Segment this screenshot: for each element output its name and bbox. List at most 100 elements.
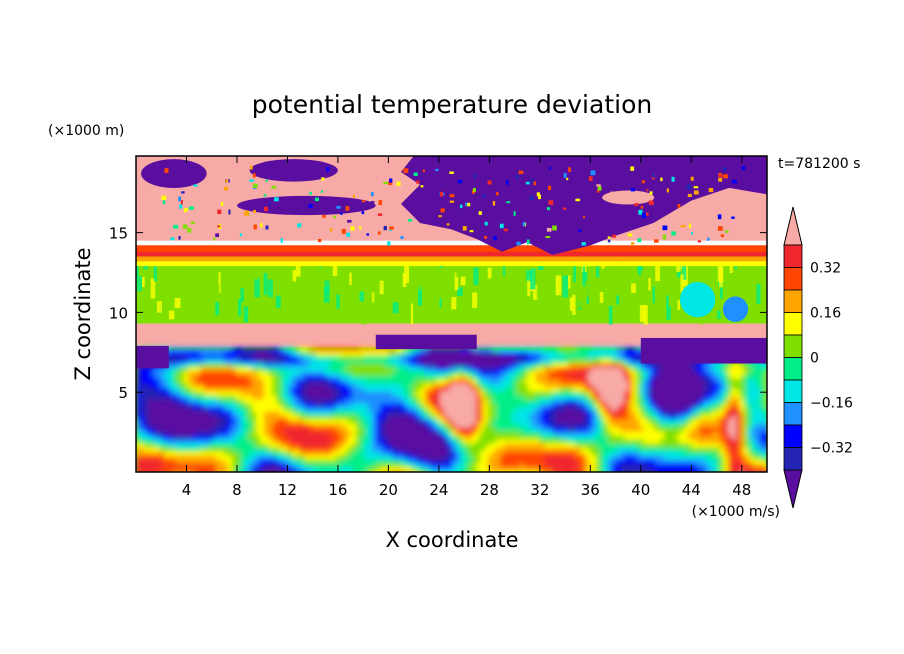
field-cell: [232, 375, 237, 381]
field-cell: [332, 355, 337, 361]
field-cell: [456, 367, 461, 373]
field-cell: [248, 411, 253, 417]
field-cell: [748, 391, 753, 397]
field-cell: [604, 395, 609, 401]
field-cell: [244, 387, 249, 393]
field-cell: [684, 463, 689, 469]
field-cell: [416, 463, 421, 469]
field-cell: [608, 455, 613, 461]
field-cell: [512, 467, 517, 472]
field-cell: [260, 371, 265, 377]
field-cell: [268, 359, 273, 365]
field-cell: [460, 423, 465, 429]
field-cell: [204, 351, 209, 357]
field-cell: [756, 367, 761, 373]
field-cell: [552, 379, 557, 385]
field-cell: [352, 419, 357, 425]
field-cell: [716, 423, 721, 429]
field-cell: [396, 351, 401, 357]
field-cell: [556, 463, 561, 469]
field-cell: [552, 407, 557, 413]
field-cell: [288, 387, 293, 393]
field-cell: [500, 355, 505, 361]
field-cell: [288, 415, 293, 421]
field-cell: [592, 359, 597, 365]
field-cell: [628, 423, 633, 429]
field-cell: [460, 431, 465, 437]
field-cell: [568, 367, 573, 373]
field-cell: [480, 383, 485, 389]
field-cell: [184, 403, 189, 409]
field-cell: [472, 391, 477, 397]
field-cell: [332, 383, 337, 389]
field-cell: [556, 427, 561, 433]
field-cell: [420, 439, 425, 445]
field-cell: [364, 407, 369, 413]
field-cell: [376, 399, 381, 405]
field-cell: [392, 347, 397, 353]
field-cell: [352, 359, 357, 365]
field-cell: [392, 395, 397, 401]
field-cell: [356, 383, 361, 389]
field-cell: [376, 467, 381, 472]
field-cell: [204, 455, 209, 461]
field-cell: [316, 463, 321, 469]
field-cell: [220, 371, 225, 377]
field-cell: [400, 431, 405, 437]
field-cell: [764, 423, 767, 429]
field-cell: [636, 419, 641, 425]
field-cell: [472, 375, 477, 381]
field-cell: [472, 363, 477, 369]
field-cell: [748, 419, 753, 425]
field-cell: [388, 435, 393, 441]
field-cell: [252, 455, 257, 461]
field-cell: [300, 351, 305, 357]
field-cell: [564, 419, 569, 425]
field-cell: [288, 347, 293, 353]
field-cell: [260, 395, 265, 401]
field-cell: [248, 439, 253, 445]
field-cell: [744, 379, 749, 385]
field-cell: [504, 451, 509, 457]
field-cell: [532, 371, 537, 377]
field-cell: [764, 363, 767, 369]
field-cell: [332, 411, 337, 417]
field-cell: [336, 419, 341, 425]
field-cell: [292, 383, 297, 389]
field-cell: [316, 427, 321, 433]
field-cell: [540, 347, 545, 353]
field-cell: [228, 463, 233, 469]
field-cell: [220, 367, 225, 373]
field-cell: [276, 367, 281, 373]
field-cell: [404, 399, 409, 405]
field-cell: [416, 459, 421, 465]
field-cell: [560, 379, 565, 385]
field-cell: [260, 399, 265, 405]
field-cell: [144, 467, 149, 472]
field-cell: [208, 427, 213, 433]
field-cell: [380, 379, 385, 385]
field-cell: [572, 359, 577, 365]
field-cell: [588, 359, 593, 365]
field-cell: [580, 383, 585, 389]
field-cell: [524, 427, 529, 433]
field-cell: [340, 395, 345, 401]
field-cell: [164, 447, 169, 453]
field-cell: [700, 415, 705, 421]
field-cell: [324, 435, 329, 441]
field-cell: [472, 359, 477, 365]
field-cell: [196, 447, 201, 453]
field-cell: [180, 367, 185, 373]
field-cell: [444, 351, 449, 357]
field-cell: [188, 439, 193, 445]
field-cell: [632, 387, 637, 393]
field-cell: [436, 387, 441, 393]
field-cell: [568, 447, 573, 453]
field-cell: [736, 455, 741, 461]
field-cell: [300, 455, 305, 461]
field-cell: [536, 355, 541, 361]
field-cell: [592, 407, 597, 413]
field-cell: [420, 427, 425, 433]
field-cell: [436, 455, 441, 461]
field-cell: [272, 463, 277, 469]
